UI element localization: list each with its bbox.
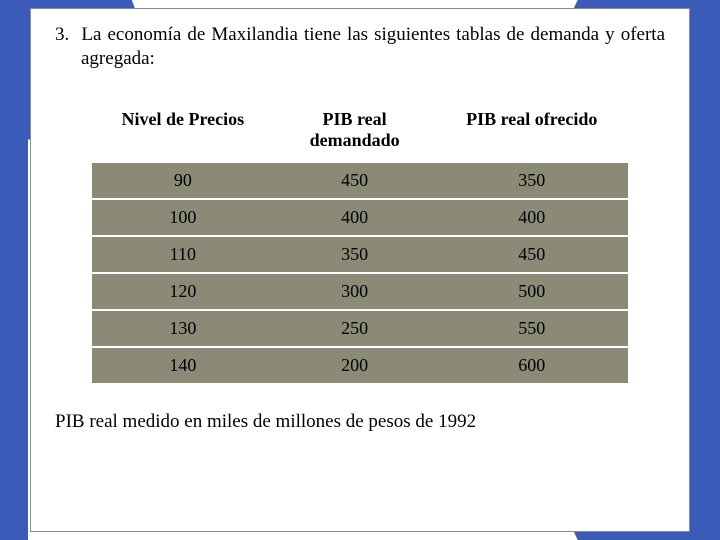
footnote-text: PIB real medido en miles de millones de …: [55, 411, 665, 433]
table-row: 100 400 400: [92, 200, 629, 235]
cell: 550: [435, 311, 628, 346]
cell: 350: [274, 237, 435, 272]
cell: 300: [274, 274, 435, 309]
data-table: Nivel de Precios PIB real demandado PIB …: [92, 101, 629, 385]
cell: 140: [92, 348, 275, 383]
cell: 130: [92, 311, 275, 346]
cell: 200: [274, 348, 435, 383]
question-body: La economía de Maxilandia tiene las sigu…: [81, 24, 665, 69]
slide-background: 3. La economía de Maxilandia tiene las s…: [0, 0, 720, 540]
col-header-ofrecido: PIB real ofrecido: [435, 103, 628, 161]
content-card: 3. La economía de Maxilandia tiene las s…: [30, 8, 690, 532]
cell: 400: [274, 200, 435, 235]
table-row: 90 450 350: [92, 163, 629, 198]
table-header-row: Nivel de Precios PIB real demandado PIB …: [92, 103, 629, 161]
cell: 450: [274, 163, 435, 198]
cell: 400: [435, 200, 628, 235]
col-header-demandado: PIB real demandado: [274, 103, 435, 161]
col-header-nivel: Nivel de Precios: [92, 103, 275, 161]
cell: 110: [92, 237, 275, 272]
cell: 250: [274, 311, 435, 346]
cell: 450: [435, 237, 628, 272]
table-row: 140 200 600: [92, 348, 629, 383]
cell: 600: [435, 348, 628, 383]
table-row: 120 300 500: [92, 274, 629, 309]
table-row: 110 350 450: [92, 237, 629, 272]
cell: 100: [92, 200, 275, 235]
question-text: 3. La economía de Maxilandia tiene las s…: [55, 23, 665, 71]
table-row: 130 250 550: [92, 311, 629, 346]
cell: 120: [92, 274, 275, 309]
question-number: 3.: [55, 24, 69, 45]
cell: 500: [435, 274, 628, 309]
cell: 350: [435, 163, 628, 198]
cell: 90: [92, 163, 275, 198]
